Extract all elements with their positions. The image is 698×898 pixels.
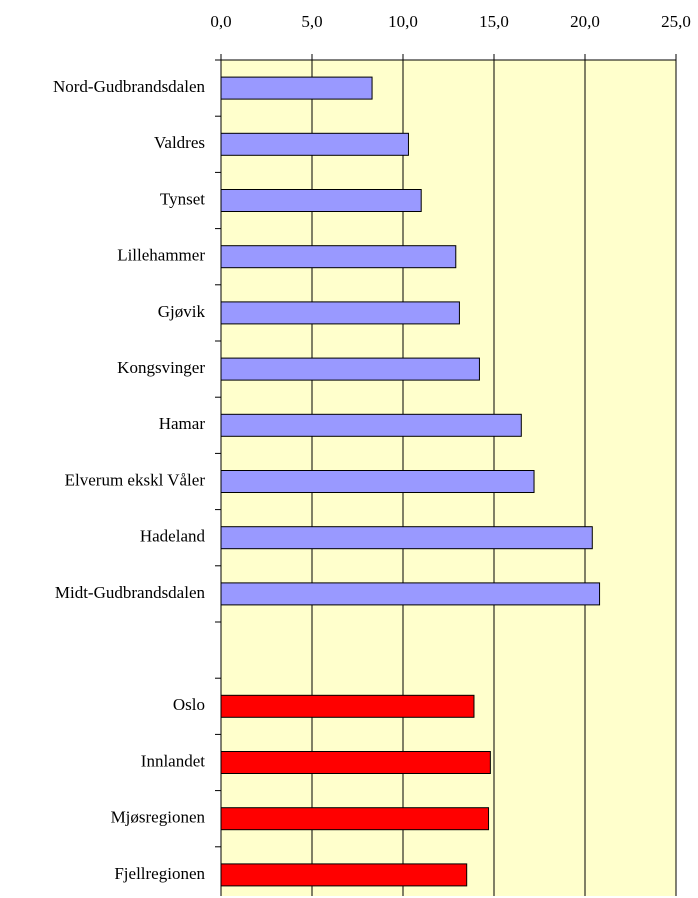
y-tick-label: Midt-Gudbrandsdalen <box>55 583 206 602</box>
y-tick-label: Gjøvik <box>158 302 206 321</box>
bar <box>220 526 593 550</box>
bar <box>220 132 409 156</box>
y-tick-label: Mjøsregionen <box>111 808 206 827</box>
bar <box>220 807 490 831</box>
y-tick-label: Hamar <box>159 414 206 433</box>
x-tick-label: 10,0 <box>388 12 418 31</box>
x-tick-label: 5,0 <box>301 12 322 31</box>
y-tick-label: Innlandet <box>141 751 205 770</box>
y-tick-label: Nord-Gudbrandsdalen <box>53 77 206 96</box>
x-tick-label: 15,0 <box>479 12 509 31</box>
bar <box>220 301 460 325</box>
y-tick-label: Kongsvinger <box>117 358 205 377</box>
x-tick-label: 20,0 <box>570 12 600 31</box>
y-tick-label: Hadeland <box>140 527 206 546</box>
x-tick-label: 0,0 <box>210 12 231 31</box>
bar <box>220 413 522 437</box>
bar <box>220 694 475 718</box>
bar <box>220 357 480 381</box>
y-tick-label: Elverum ekskl Våler <box>65 470 206 489</box>
y-tick-label: Lillehammer <box>117 246 205 265</box>
bar <box>220 189 422 212</box>
y-tick-label: Valdres <box>154 133 205 152</box>
bar <box>220 76 373 100</box>
bar <box>220 470 535 493</box>
bar <box>220 582 601 606</box>
y-tick-label: Oslo <box>173 695 205 714</box>
y-tick-label: Tynset <box>160 189 205 208</box>
y-tick-label: Fjellregionen <box>114 864 205 883</box>
bar <box>220 863 468 887</box>
bar <box>220 245 457 269</box>
bar <box>220 751 491 774</box>
x-tick-label: 25,0 <box>661 12 691 31</box>
